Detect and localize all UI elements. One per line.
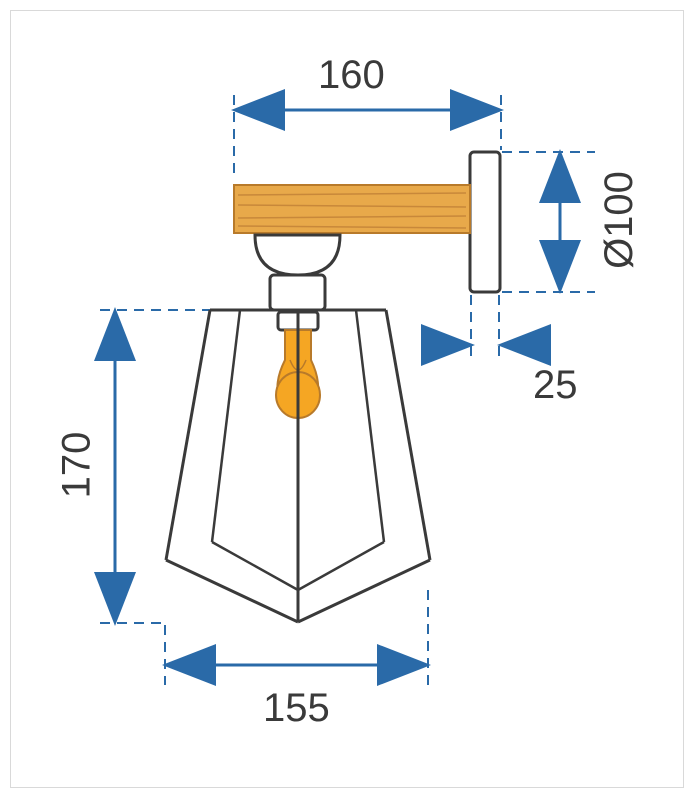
- dim-shade-height: 170: [56, 432, 96, 499]
- dim-bracket-thickness: 25: [533, 365, 578, 405]
- diagram-canvas: 160 Ø100 25 170 155: [0, 0, 696, 800]
- dim-shade-width: 155: [263, 688, 330, 728]
- dim-top-width: 160: [318, 55, 385, 95]
- dim-right-diameter: Ø100: [599, 171, 639, 269]
- lamp-drawing: [0, 0, 696, 800]
